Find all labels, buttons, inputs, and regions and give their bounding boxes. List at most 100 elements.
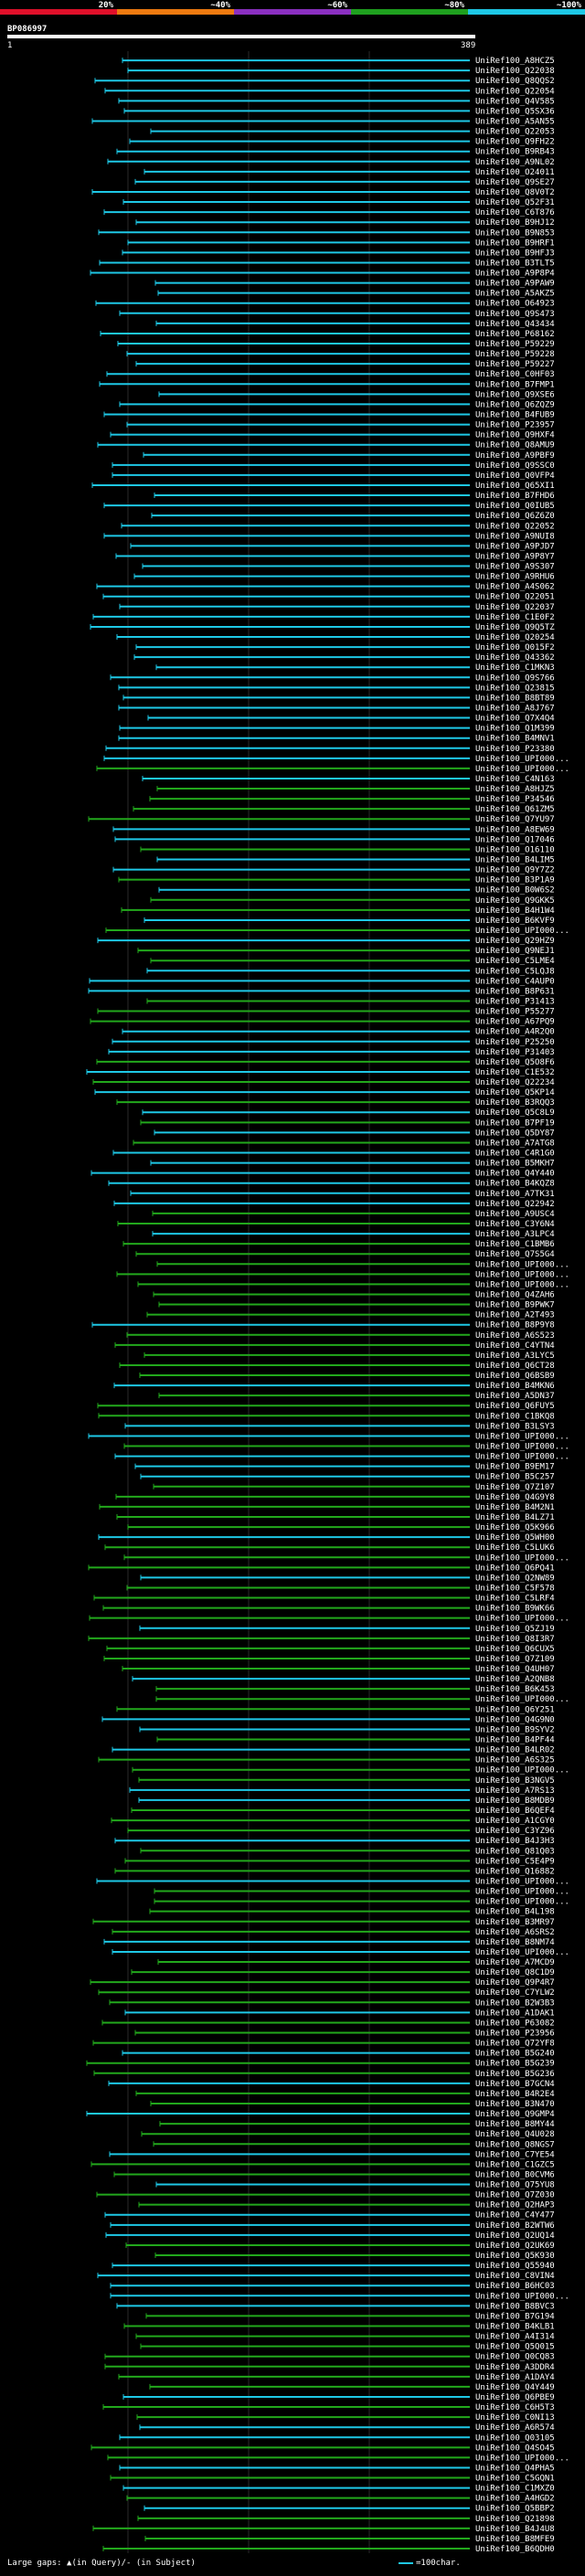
hit-label[interactable]: UniRef100_Q4Y449 <box>475 2383 555 2392</box>
hit-label[interactable]: UniRef100_B9HJ12 <box>475 218 555 228</box>
hit-label[interactable]: UniRef100_Q9Y7Z2 <box>475 866 555 875</box>
hit-label[interactable]: UniRef100_A1DAK1 <box>475 2009 555 2018</box>
hit-label[interactable]: UniRef100_B4LIM5 <box>475 856 555 865</box>
hit-label[interactable]: UniRef100_UPI000... <box>475 1280 569 1289</box>
hit-label[interactable]: UniRef100_B4MNV1 <box>475 735 555 744</box>
hit-label[interactable]: UniRef100_UPI000... <box>475 1695 569 1704</box>
hit-label[interactable]: UniRef100_A7ATG8 <box>475 1139 555 1148</box>
hit-label[interactable]: UniRef100_Q4G9N0 <box>475 1715 555 1724</box>
hit-label[interactable]: UniRef100_B9SYV2 <box>475 1725 555 1734</box>
hit-label[interactable]: UniRef100_Q65XI1 <box>475 482 555 491</box>
hit-label[interactable]: UniRef100_B9HRF1 <box>475 239 555 248</box>
hit-label[interactable]: UniRef100_B6QDH0 <box>475 2545 555 2554</box>
hit-label[interactable]: UniRef100_UPI000... <box>475 1877 569 1886</box>
hit-label[interactable]: UniRef100_Q7S5G4 <box>475 1250 555 1259</box>
hit-label[interactable]: UniRef100_B8P631 <box>475 987 555 996</box>
hit-label[interactable]: UniRef100_C5LME4 <box>475 957 555 966</box>
hit-label[interactable]: UniRef100_C1GZC5 <box>475 2160 555 2169</box>
hit-label[interactable]: UniRef100_Q2NW89 <box>475 1574 555 1583</box>
hit-label[interactable]: UniRef100_Q22234 <box>475 1078 555 1087</box>
hit-label[interactable]: UniRef100_Q8C1D9 <box>475 1968 555 1977</box>
hit-label[interactable]: UniRef100_C6H5T3 <box>475 2403 555 2412</box>
hit-label[interactable]: UniRef100_B6HC03 <box>475 2282 555 2291</box>
hit-label[interactable]: UniRef100_Q22051 <box>475 593 555 602</box>
hit-label[interactable]: UniRef100_B6QEF4 <box>475 1807 555 1816</box>
hit-label[interactable]: UniRef100_Q9GKK5 <box>475 896 555 906</box>
hit-label[interactable]: UniRef100_Q29HZ9 <box>475 937 555 946</box>
hit-label[interactable]: UniRef100_B5MKH7 <box>475 1160 555 1169</box>
hit-label[interactable]: UniRef100_B6KVF9 <box>475 917 555 926</box>
hit-label[interactable]: UniRef100_Q015F2 <box>475 643 555 652</box>
hit-label[interactable]: UniRef100_Q7Z109 <box>475 1655 555 1664</box>
hit-label[interactable]: UniRef100_A6S523 <box>475 1331 555 1341</box>
hit-label[interactable]: UniRef100_UPI000... <box>475 1948 569 1957</box>
hit-label[interactable]: UniRef100_B2W3B3 <box>475 1998 555 2008</box>
hit-label[interactable]: UniRef100_A9PBF9 <box>475 451 555 461</box>
hit-label[interactable]: UniRef100_B9PWK7 <box>475 1301 555 1310</box>
hit-label[interactable]: UniRef100_B4H1W4 <box>475 906 555 916</box>
hit-label[interactable]: UniRef100_Q4ZAH6 <box>475 1290 555 1299</box>
hit-label[interactable]: UniRef100_C1E0F2 <box>475 613 555 622</box>
hit-label[interactable]: UniRef100_B8MFE9 <box>475 2535 555 2544</box>
hit-label[interactable]: UniRef100_P59228 <box>475 350 555 359</box>
hit-label[interactable]: UniRef100_Q22942 <box>475 1200 555 1209</box>
hit-label[interactable]: UniRef100_A9NUI8 <box>475 532 555 541</box>
hit-label[interactable]: UniRef100_B4LR02 <box>475 1746 555 1755</box>
hit-label[interactable]: UniRef100_B8BT89 <box>475 694 555 703</box>
hit-label[interactable]: UniRef100_A9P8Y7 <box>475 552 555 561</box>
hit-label[interactable]: UniRef100_A7TK31 <box>475 1190 555 1199</box>
hit-label[interactable]: UniRef100_Q6BSB9 <box>475 1372 555 1381</box>
hit-label[interactable]: UniRef100_C4N163 <box>475 775 555 784</box>
hit-label[interactable]: UniRef100_Q4SO45 <box>475 2443 555 2453</box>
hit-label[interactable]: UniRef100_UPI000... <box>475 765 569 774</box>
hit-label[interactable]: UniRef100_B3MR97 <box>475 1918 555 1927</box>
hit-label[interactable]: UniRef100_B7FMP1 <box>475 380 555 389</box>
hit-label[interactable]: UniRef100_B3RQQ3 <box>475 1098 555 1108</box>
hit-label[interactable]: UniRef100_C1BMB6 <box>475 1240 555 1249</box>
hit-label[interactable]: UniRef100_UPI000... <box>475 927 569 936</box>
hit-label[interactable]: UniRef100_B8MDB9 <box>475 1797 555 1806</box>
hit-label[interactable]: UniRef100_UPI000... <box>475 1898 569 1907</box>
hit-label[interactable]: UniRef100_A3LYC5 <box>475 1352 555 1361</box>
hit-label[interactable]: UniRef100_A9NL02 <box>475 158 555 167</box>
hit-label[interactable]: UniRef100_A5AKZ5 <box>475 290 555 299</box>
hit-label[interactable]: UniRef100_A4R2Q0 <box>475 1028 555 1037</box>
hit-label[interactable]: UniRef100_C5E4P9 <box>475 1857 555 1866</box>
hit-label[interactable]: UniRef100_B8NM74 <box>475 1938 555 1947</box>
hit-label[interactable]: UniRef100_A9P8P4 <box>475 270 555 279</box>
hit-label[interactable]: UniRef100_O24011 <box>475 168 555 177</box>
hit-label[interactable]: UniRef100_Q22037 <box>475 603 555 612</box>
hit-label[interactable]: UniRef100_A67PQ9 <box>475 1018 555 1027</box>
hit-label[interactable]: UniRef100_P55277 <box>475 1008 555 1017</box>
hit-label[interactable]: UniRef100_C4YTN4 <box>475 1341 555 1351</box>
hit-label[interactable]: UniRef100_O64923 <box>475 300 555 309</box>
hit-label[interactable]: UniRef100_Q5DY87 <box>475 1129 555 1138</box>
hit-label[interactable]: UniRef100_Q17046 <box>475 835 555 844</box>
hit-label[interactable]: UniRef100_A6SRS2 <box>475 1928 555 1937</box>
hit-label[interactable]: UniRef100_UPI000... <box>475 1270 569 1279</box>
hit-label[interactable]: UniRef100_Q5K930 <box>475 2252 555 2261</box>
hit-label[interactable]: UniRef100_B3NGV5 <box>475 1776 555 1786</box>
hit-label[interactable]: UniRef100_C1E532 <box>475 1068 555 1077</box>
hit-label[interactable]: UniRef100_Q4G9Y8 <box>475 1493 555 1502</box>
hit-label[interactable]: UniRef100_Q43362 <box>475 653 555 663</box>
hit-label[interactable]: UniRef100_Q22052 <box>475 522 555 531</box>
hit-label[interactable]: UniRef100_Q8I3R7 <box>475 1635 555 1644</box>
hit-label[interactable]: UniRef100_Q6FUY5 <box>475 1402 555 1411</box>
hit-label[interactable]: UniRef100_Q5ZJ19 <box>475 1625 555 1634</box>
hit-label[interactable]: UniRef100_Q9HXF4 <box>475 431 555 440</box>
hit-label[interactable]: UniRef100_Q1M399 <box>475 725 555 734</box>
hit-label[interactable]: UniRef100_C1MKN3 <box>475 663 555 673</box>
hit-label[interactable]: UniRef100_C4R1G0 <box>475 1150 555 1159</box>
hit-label[interactable]: UniRef100_Q9SSC0 <box>475 461 555 471</box>
hit-label[interactable]: UniRef100_A8HCZ5 <box>475 57 555 66</box>
hit-label[interactable]: UniRef100_C5LUK6 <box>475 1543 555 1553</box>
hit-label[interactable]: UniRef100_A4I314 <box>475 2333 555 2342</box>
hit-label[interactable]: UniRef100_Q5K966 <box>475 1523 555 1532</box>
hit-label[interactable]: UniRef100_C5GQN1 <box>475 2475 555 2484</box>
hit-label[interactable]: UniRef100_P31403 <box>475 1048 555 1057</box>
hit-label[interactable]: UniRef100_P23956 <box>475 2030 555 2039</box>
hit-label[interactable]: UniRef100_P59227 <box>475 360 555 369</box>
hit-label[interactable]: UniRef100_Q5O8F6 <box>475 1058 555 1067</box>
hit-label[interactable]: UniRef100_Q61ZM5 <box>475 805 555 814</box>
